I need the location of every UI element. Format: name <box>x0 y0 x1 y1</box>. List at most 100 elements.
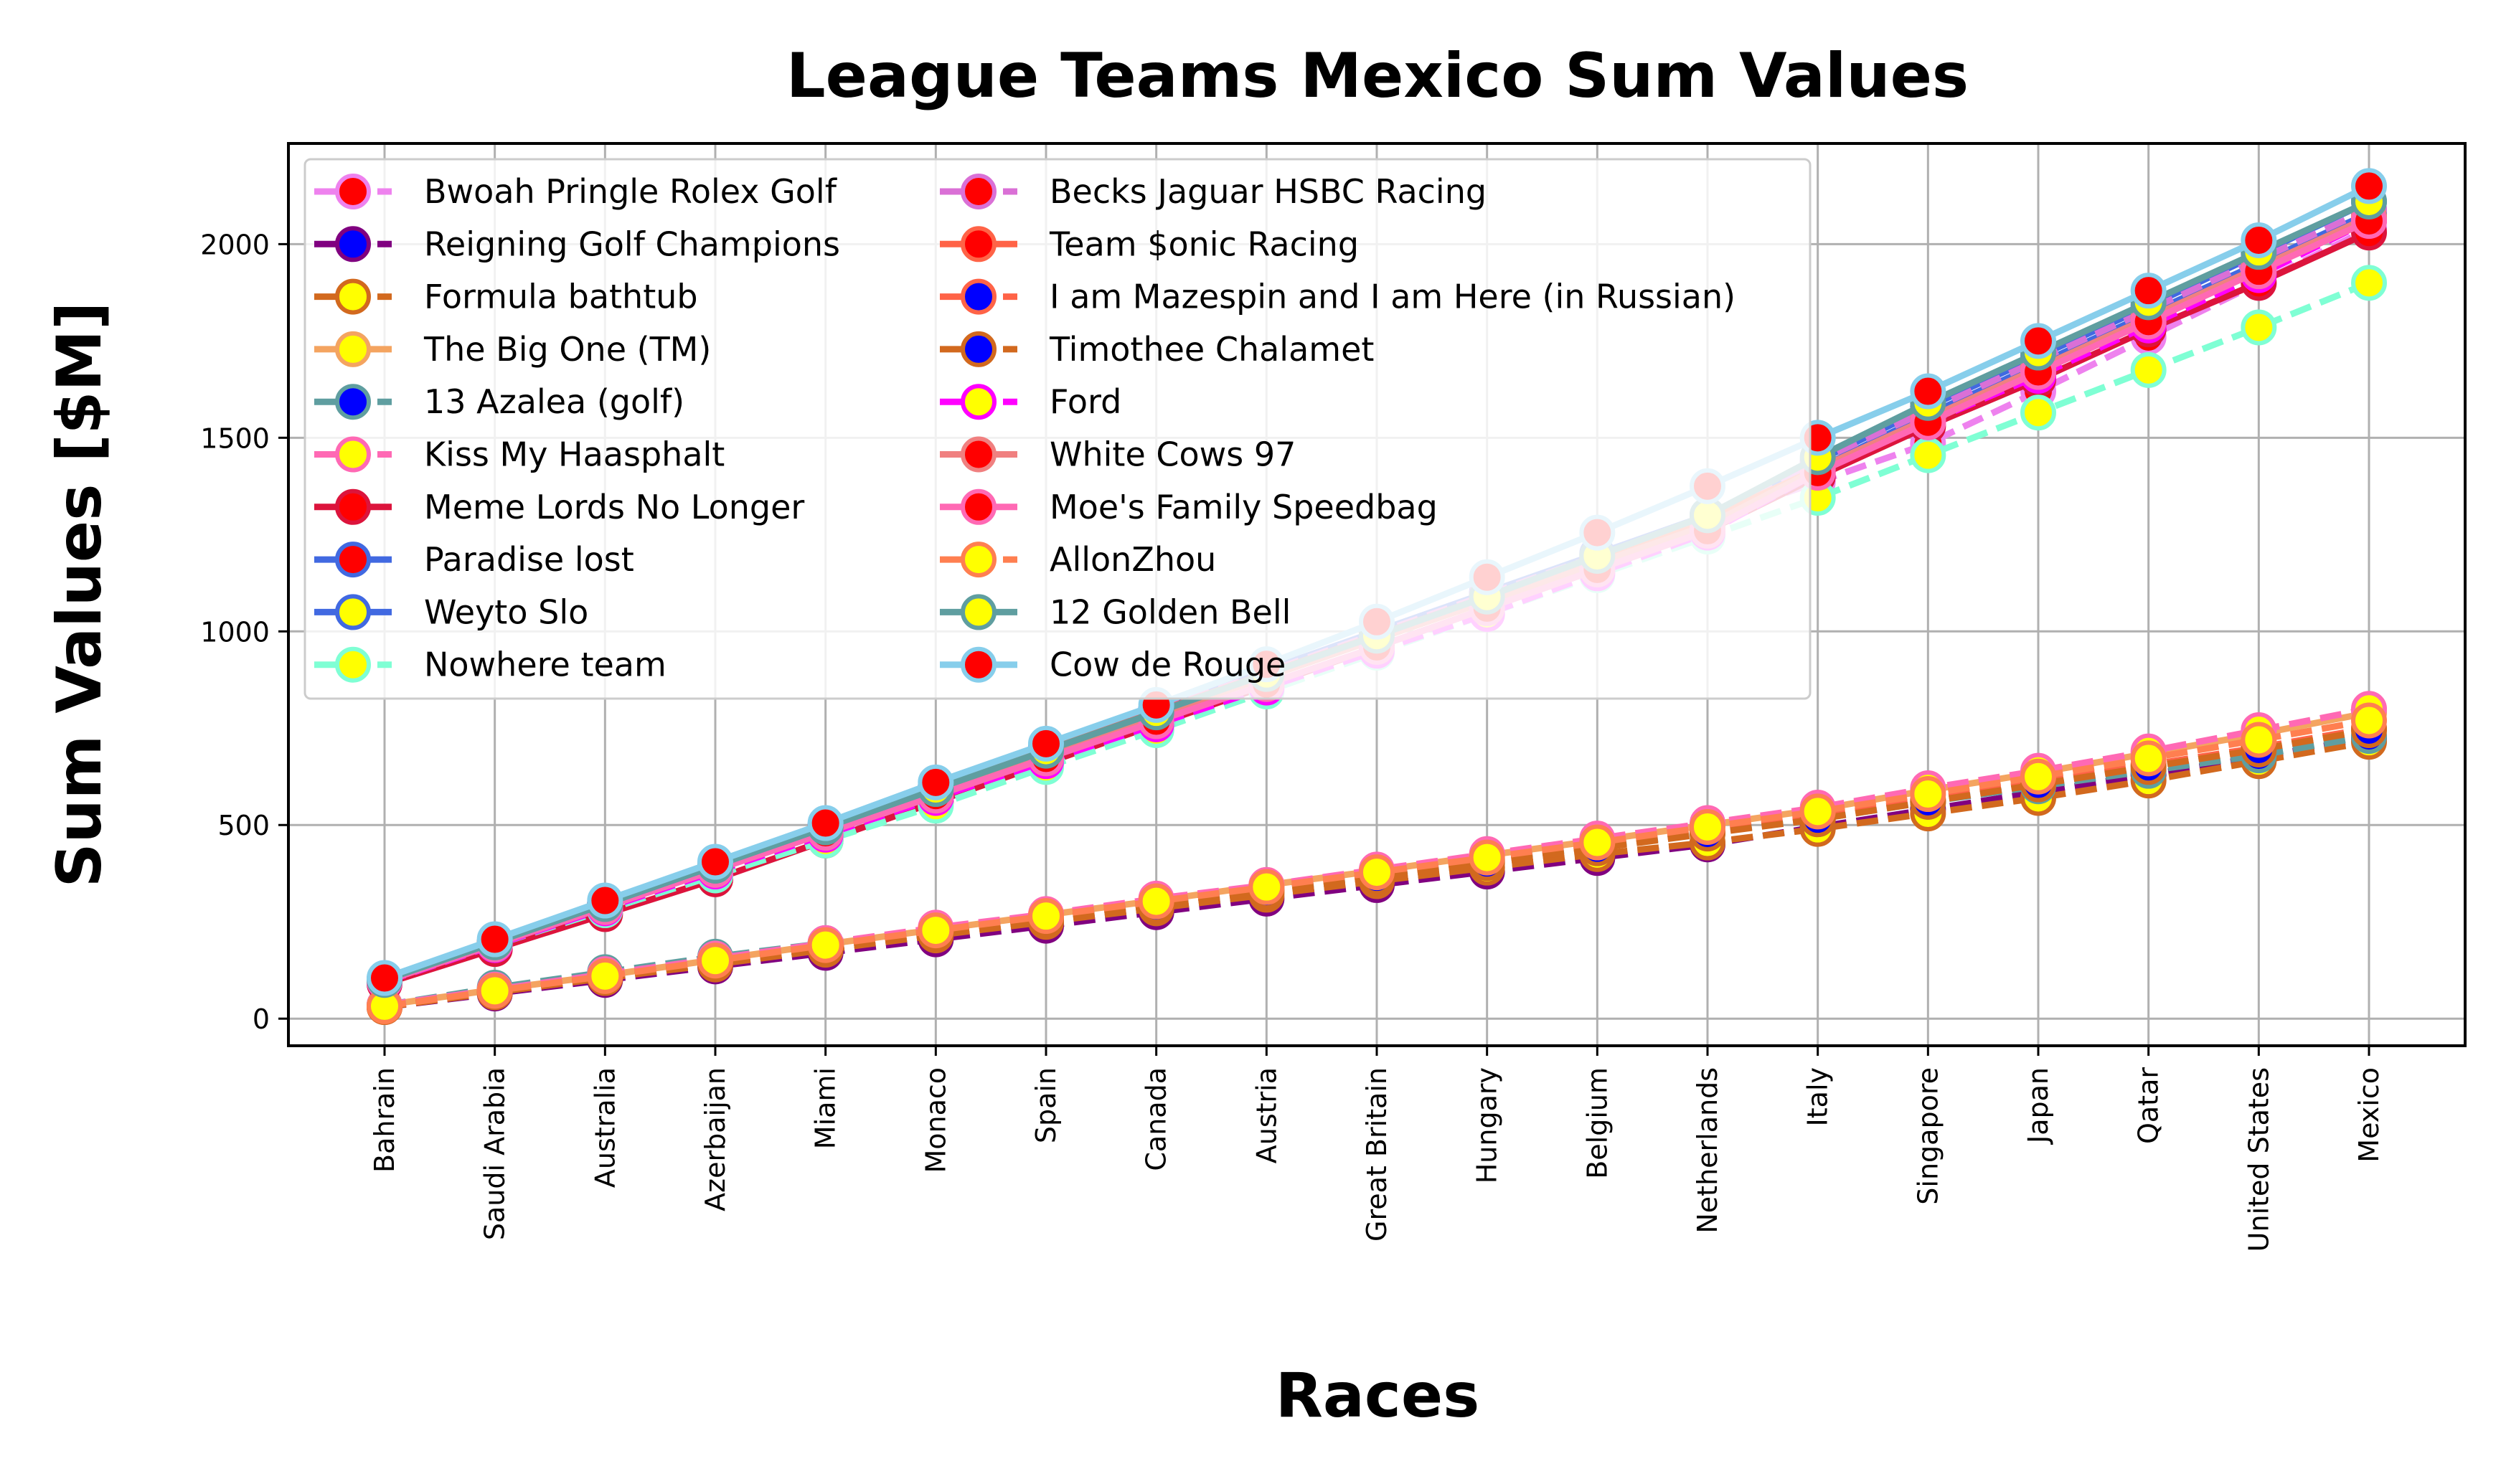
data-point <box>918 912 954 949</box>
legend-label: Moe's Family Speedbag <box>1050 488 1438 526</box>
x-tick-label: Spain <box>1030 1067 1062 1143</box>
data-point <box>2130 351 2167 388</box>
data-point <box>2020 758 2056 795</box>
legend-entry: Timothee Chalamet <box>940 330 1374 369</box>
legend-entry: Ford <box>940 382 1121 421</box>
legend-marker <box>961 174 997 209</box>
x-tick-label: Singapore <box>1912 1067 1944 1205</box>
chart-title: League Teams Mexico Sum Values <box>786 40 1969 112</box>
legend-label: The Big One (TM) <box>423 330 711 369</box>
data-point <box>807 805 844 841</box>
legend-marker <box>335 174 371 209</box>
x-tick-label: Belgium <box>1581 1067 1613 1179</box>
data-point <box>1799 793 1836 830</box>
data-point <box>1138 883 1174 920</box>
y-tick-label: 1500 <box>200 422 270 454</box>
data-point <box>2020 394 2056 431</box>
legend-label: White Cows 97 <box>1050 435 1296 474</box>
legend-marker <box>335 594 371 630</box>
legend-entry: AllonZhou <box>940 540 1216 579</box>
x-tick-label: United States <box>2243 1067 2274 1252</box>
x-tick-label: Canada <box>1141 1067 1172 1171</box>
legend-marker <box>335 488 371 525</box>
data-point <box>2241 722 2277 758</box>
data-point <box>697 942 733 979</box>
legend-label: Becks Jaguar HSBC Racing <box>1050 172 1487 211</box>
data-point <box>587 958 623 994</box>
legend: Bwoah Pringle Rolex Golf Reigning Golf Ch… <box>303 158 1812 700</box>
legend-label: Cow de Rouge <box>1050 646 1286 684</box>
legend-marker <box>335 331 371 367</box>
legend-marker <box>961 488 997 525</box>
legend-label: Formula bathtub <box>424 278 698 316</box>
legend-marker <box>335 226 371 263</box>
data-point <box>1469 839 1505 876</box>
data-point <box>1359 854 1395 891</box>
x-tick-label: Qatar <box>2133 1067 2165 1144</box>
x-tick-label: Miami <box>810 1067 842 1149</box>
data-point <box>697 843 733 880</box>
data-point <box>2130 740 2167 777</box>
legend-entry: Formula bathtub <box>314 278 698 316</box>
legend-marker <box>335 646 371 683</box>
x-tick-label: Australia <box>589 1067 621 1188</box>
legend-entry: Kiss My Haasphalt <box>314 435 725 474</box>
x-tick-label: Hungary <box>1471 1067 1503 1183</box>
data-point <box>2241 309 2277 346</box>
data-point <box>2351 265 2387 301</box>
x-tick-label: Italy <box>1802 1067 1834 1126</box>
legend-label: AllonZhou <box>1050 540 1216 579</box>
legend-marker <box>335 436 371 473</box>
legend-entry: Paradise lost <box>314 540 634 579</box>
legend-entry: 12 Golden Bell <box>940 592 1291 631</box>
legend-marker <box>961 278 997 315</box>
legend-entry: The Big One (TM) <box>314 330 711 369</box>
legend-marker <box>961 542 997 578</box>
legend-marker <box>961 226 997 263</box>
x-tick-label: Bahrain <box>369 1067 400 1173</box>
x-tick-label: Monaco <box>920 1067 951 1173</box>
data-point <box>2351 702 2387 739</box>
data-point <box>2130 273 2167 309</box>
legend-entry: 13 Azalea (golf) <box>314 382 684 421</box>
data-point <box>476 973 513 1009</box>
legend-entry: Cow de Rouge <box>940 646 1286 684</box>
legend-marker <box>335 384 371 420</box>
legend-marker <box>961 646 997 683</box>
y-tick-label: 2000 <box>200 229 270 260</box>
data-point <box>1028 725 1064 762</box>
legend-entry: Reigning Golf Champions <box>314 225 840 263</box>
data-point <box>2020 323 2056 359</box>
y-tick-label: 0 <box>253 1003 270 1035</box>
data-point <box>1910 373 1946 410</box>
legend-entry: Team $onic Racing <box>940 225 1359 263</box>
legend-label: Ford <box>1050 382 1121 421</box>
legend-entry: Becks Jaguar HSBC Racing <box>940 172 1487 211</box>
legend-label: I am Mazespin and I am Here (in Russian) <box>1050 278 1735 316</box>
axes: 0 500 1000 1500 2000 Bahrain Saudi Arabia Austr… <box>200 142 2467 1252</box>
x-axis-label: Races <box>1276 1360 1480 1432</box>
data-point <box>918 764 954 800</box>
data-point <box>1910 776 1946 813</box>
legend-box <box>303 158 1812 700</box>
x-tick-label: Mexico <box>2353 1067 2385 1163</box>
x-tick-label: Netherlands <box>1692 1067 1723 1234</box>
legend-label: Kiss My Haasphalt <box>424 435 725 474</box>
legend-label: Paradise lost <box>424 540 634 579</box>
legend-label: Weyto Slo <box>424 592 588 631</box>
x-tick-label: Japan <box>2022 1067 2054 1145</box>
series-lines <box>367 168 2387 1026</box>
data-point <box>807 927 844 963</box>
legend-marker <box>961 384 997 420</box>
data-point <box>1910 437 1946 473</box>
data-point <box>2241 222 2277 258</box>
legend-label: Nowhere team <box>424 646 667 684</box>
legend-entry: Moe's Family Speedbag <box>940 488 1438 526</box>
data-point <box>2351 168 2387 204</box>
legend-marker <box>335 278 371 315</box>
legend-label: Meme Lords No Longer <box>424 488 804 526</box>
legend-marker <box>961 594 997 630</box>
legend-entry: Weyto Slo <box>314 592 588 631</box>
data-point <box>587 882 623 919</box>
x-tick-label: Great Britain <box>1361 1067 1393 1242</box>
